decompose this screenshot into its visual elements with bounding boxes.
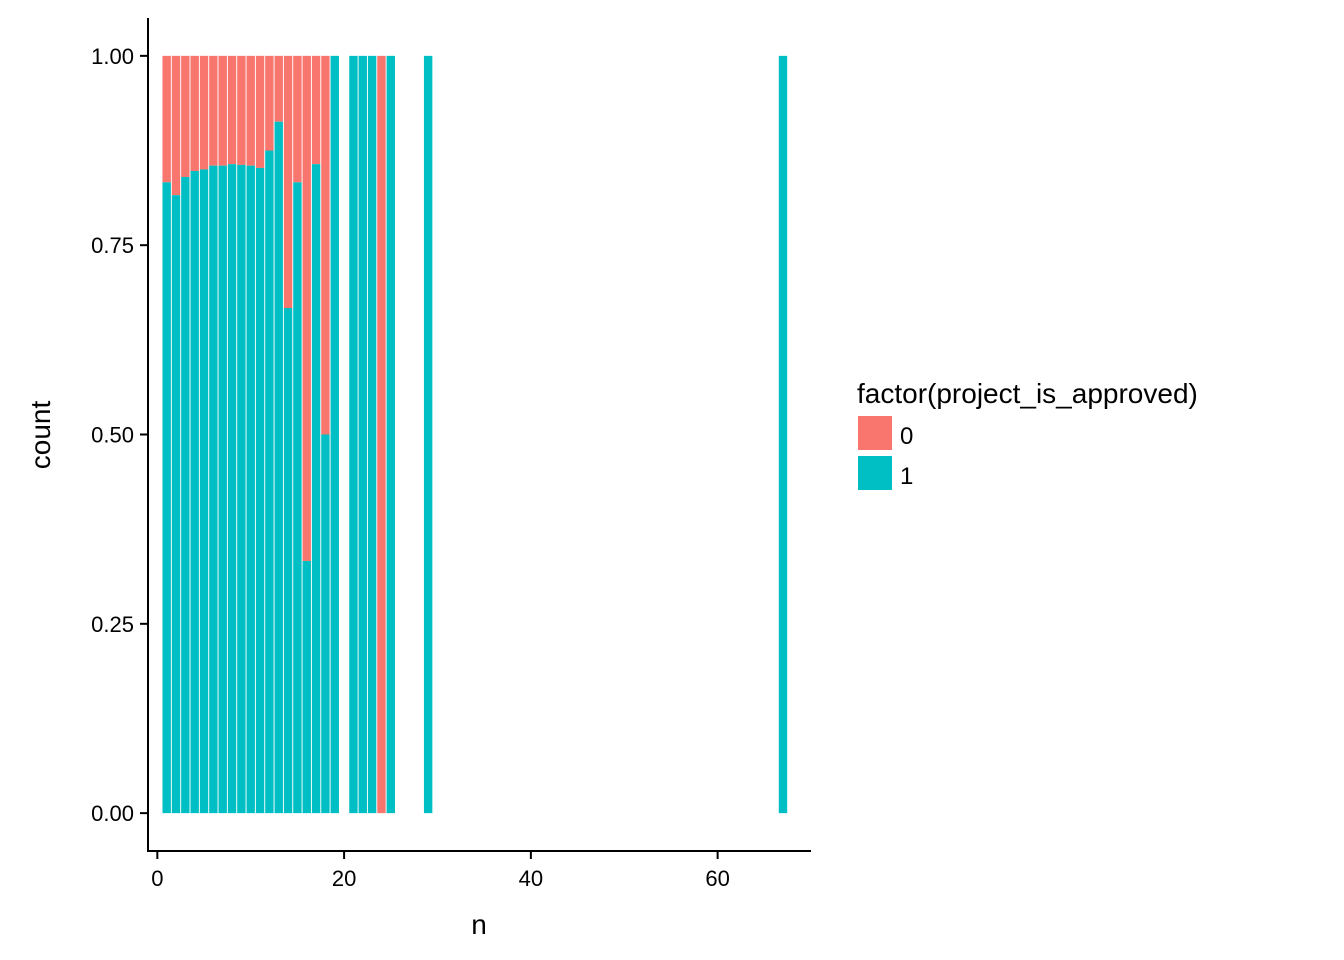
bar-segment-1-n29 [423, 55, 433, 814]
y-tick-label: 0.25 [91, 612, 134, 637]
bar-segment-1-n10 [246, 165, 255, 814]
bar-segment-1-n1 [162, 182, 171, 814]
bar-segment-0-n18 [321, 55, 330, 435]
bar-segment-1-n5 [199, 169, 209, 814]
bar-segment-0-n4 [190, 55, 199, 171]
bar-segment-0-n8 [227, 55, 237, 165]
bar-segment-1-n19 [330, 55, 339, 814]
x-tick-label: 20 [332, 866, 356, 891]
bars-layer [162, 55, 788, 814]
bar-segment-0-n24 [377, 55, 386, 814]
bar-segment-1-n2 [171, 195, 181, 814]
legend-swatch-1 [858, 456, 892, 490]
bar-segment-0-n7 [218, 55, 227, 166]
bar-segment-1-n3 [181, 177, 190, 814]
y-tick-label: 0.50 [91, 423, 134, 448]
bar-segment-0-n6 [209, 55, 218, 166]
bar-segment-1-n11 [255, 167, 265, 814]
bar-segment-1-n12 [265, 150, 274, 814]
y-ticks: 0.00 0.25 0.50 0.75 1.00 [91, 44, 148, 826]
bar-segment-0-n15 [293, 55, 302, 183]
legend-label-0: 0 [900, 423, 913, 450]
bar-segment-0-n13 [274, 55, 283, 122]
bar-segment-1-n4 [190, 170, 199, 814]
bar-segment-0-n5 [199, 55, 209, 170]
bar-segment-1-n25 [386, 55, 395, 814]
bar-segment-0-n3 [181, 55, 190, 178]
bar-segment-1-n17 [311, 164, 321, 814]
bar-segment-1-n23 [367, 55, 377, 814]
legend: factor(project_is_approved) 0 1 [857, 378, 1198, 490]
bar-segment-0-n14 [283, 55, 293, 309]
bar-segment-1-n14 [283, 308, 293, 814]
bar-segment-1-n9 [237, 164, 246, 814]
bar-segment-1-n15 [293, 182, 302, 814]
x-axis-title: n [471, 909, 487, 940]
bar-segment-0-n12 [265, 55, 274, 151]
legend-label-1: 1 [900, 463, 913, 490]
bar-segment-0-n2 [171, 55, 181, 196]
x-tick-label: 0 [151, 866, 163, 891]
bar-segment-1-n13 [274, 121, 283, 814]
bar-segment-0-n1 [162, 55, 171, 183]
bar-segment-1-n21 [349, 55, 358, 814]
y-axis-title: count [25, 401, 56, 470]
bar-segment-1-n6 [209, 165, 218, 814]
bar-segment-0-n9 [237, 55, 246, 165]
y-tick-label: 1.00 [91, 44, 134, 69]
bar-segment-1-n22 [358, 55, 367, 814]
bar-segment-0-n16 [302, 55, 311, 561]
bar-segment-1-n18 [321, 434, 330, 814]
y-tick-label: 0.75 [91, 233, 134, 258]
legend-title: factor(project_is_approved) [857, 378, 1198, 409]
y-tick-label: 0.00 [91, 801, 134, 826]
bar-segment-0-n10 [246, 55, 255, 166]
bar-segment-0-n17 [311, 55, 321, 165]
bar-segment-1-n67 [778, 55, 788, 814]
bar-segment-1-n7 [218, 165, 227, 814]
bar-segment-0-n11 [255, 55, 265, 168]
bar-segment-1-n8 [227, 164, 237, 814]
legend-swatch-0 [858, 416, 892, 450]
x-ticks: 0 20 40 60 [151, 851, 730, 891]
x-tick-label: 40 [519, 866, 543, 891]
x-tick-label: 60 [705, 866, 729, 891]
bar-segment-1-n16 [302, 560, 311, 814]
